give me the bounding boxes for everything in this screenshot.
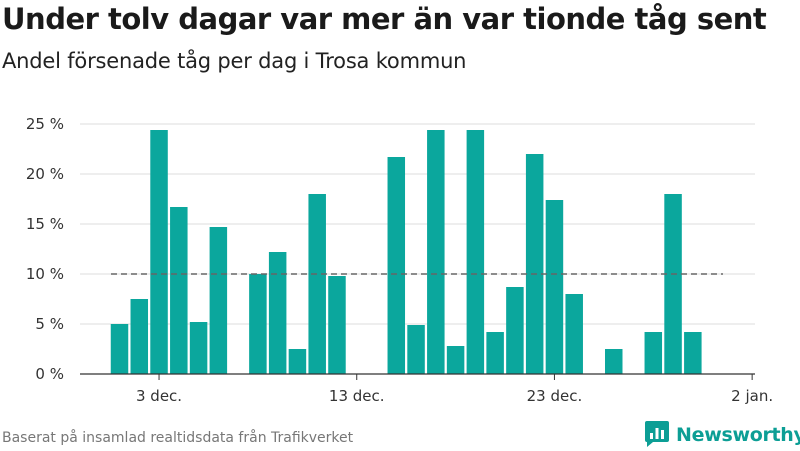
y-tick-label: 0 % — [35, 365, 64, 383]
x-tick-label: 2 jan. — [731, 387, 773, 405]
bar — [525, 154, 544, 374]
chart-subtitle: Andel försenade tåg per dag i Trosa komm… — [2, 49, 467, 73]
bar — [249, 274, 267, 374]
bar — [664, 194, 682, 374]
bar — [506, 287, 524, 374]
bar — [189, 322, 208, 374]
axes: 0 % 5 % 10 % 15 % 20 % 25 % 3 dec. 13 dec. 23 de… — [26, 115, 773, 405]
brand-name: Newsworthy — [676, 424, 800, 446]
bar — [407, 325, 425, 374]
bars — [110, 130, 702, 374]
bar — [427, 130, 445, 374]
bar — [268, 252, 287, 374]
bar — [130, 299, 149, 374]
y-tick-label: 20 % — [26, 165, 64, 183]
bar — [387, 157, 406, 374]
bar — [684, 332, 702, 374]
bar — [308, 194, 326, 374]
bar-chart: 0 % 5 % 10 % 15 % 20 % 25 % 3 dec. 13 dec. 23 de… — [26, 115, 773, 405]
bar — [605, 349, 623, 374]
bar — [446, 346, 465, 374]
bar — [209, 227, 228, 374]
bar — [486, 332, 504, 374]
bar — [565, 294, 583, 374]
x-tick-label: 13 dec. — [329, 387, 385, 405]
brand-logo: Newsworthy — [644, 420, 800, 451]
x-tick-label: 23 dec. — [527, 387, 583, 405]
x-tick-label: 3 dec. — [136, 387, 182, 405]
bar — [466, 130, 485, 374]
bar — [288, 349, 307, 374]
bar — [545, 200, 564, 374]
bar — [110, 324, 129, 374]
y-tick-label: 15 % — [26, 215, 64, 233]
bar — [644, 332, 663, 374]
bar — [170, 207, 188, 374]
newsworthy-logo-icon — [644, 420, 670, 451]
y-tick-label: 25 % — [26, 115, 64, 133]
bar — [150, 130, 168, 374]
chart-title: Under tolv dagar var mer än var tionde t… — [2, 2, 767, 36]
source-note: Baserat på insamlad realtidsdata från Tr… — [2, 430, 354, 446]
bar — [328, 276, 346, 374]
y-tick-label: 5 % — [35, 315, 64, 333]
y-tick-label: 10 % — [26, 265, 64, 283]
